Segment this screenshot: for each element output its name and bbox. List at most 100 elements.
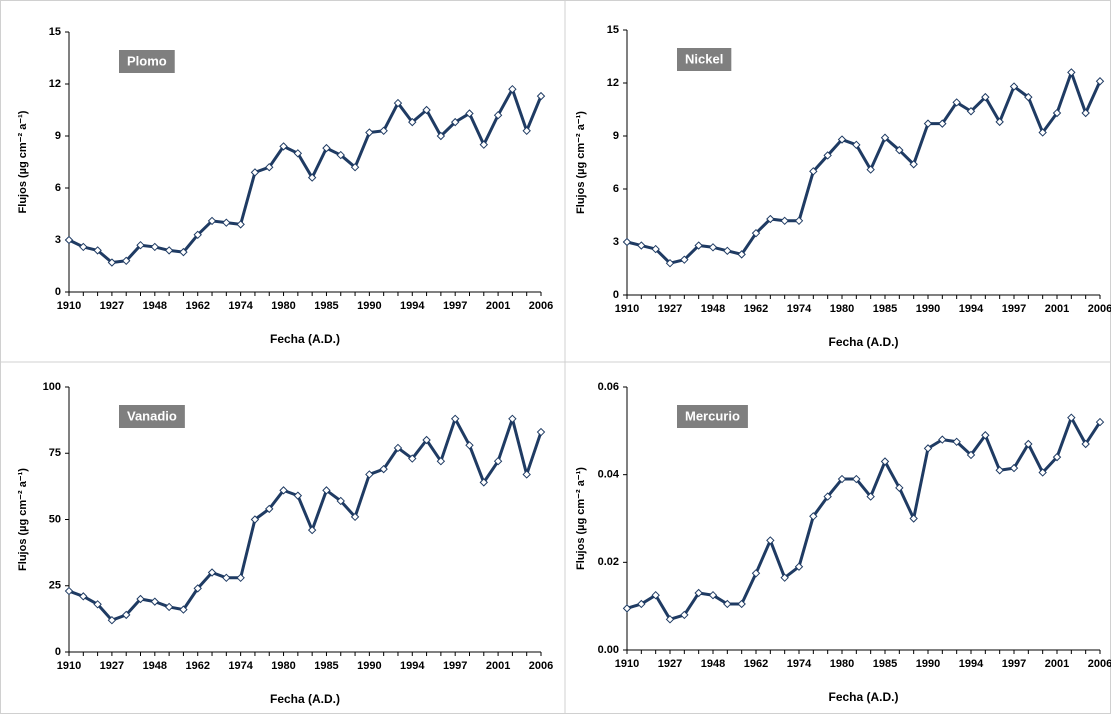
y-tick-label: 6 bbox=[55, 182, 61, 194]
x-tick-label: 1997 bbox=[443, 300, 467, 312]
marker bbox=[150, 597, 160, 606]
x-tick-label: 1962 bbox=[185, 660, 209, 672]
marker bbox=[79, 592, 88, 601]
x-tick-label: 1910 bbox=[615, 658, 639, 670]
marker bbox=[966, 450, 976, 460]
marker bbox=[508, 414, 517, 424]
marker bbox=[279, 486, 288, 495]
marker bbox=[522, 470, 531, 479]
marker bbox=[436, 131, 446, 141]
marker bbox=[995, 117, 1004, 127]
x-tick-label: 1948 bbox=[701, 658, 725, 670]
y-axis-label: Flujos (µg cm⁻² a⁻¹) bbox=[575, 111, 587, 214]
title-box bbox=[677, 405, 748, 428]
y-axis-label: Flujos (µg cm⁻² a⁻¹) bbox=[575, 467, 587, 570]
marker bbox=[837, 474, 847, 484]
x-tick-label: 2006 bbox=[529, 300, 553, 312]
marker bbox=[938, 119, 947, 128]
marker bbox=[651, 591, 660, 600]
marker bbox=[293, 149, 303, 158]
marker bbox=[93, 246, 102, 255]
marker bbox=[322, 143, 331, 153]
x-tick-label: 1990 bbox=[916, 303, 940, 315]
marker bbox=[393, 443, 403, 453]
marker bbox=[79, 242, 88, 252]
marker bbox=[837, 135, 847, 144]
marker bbox=[909, 514, 918, 523]
x-tick-label: 1962 bbox=[185, 300, 209, 312]
marker bbox=[823, 492, 832, 501]
y-tick-label: 15 bbox=[607, 24, 619, 36]
marker bbox=[694, 588, 703, 598]
y-tick-label: 3 bbox=[55, 234, 61, 246]
marker bbox=[64, 586, 74, 596]
marker bbox=[265, 504, 274, 514]
marker bbox=[622, 237, 632, 247]
marker bbox=[1009, 463, 1019, 473]
marker bbox=[450, 117, 460, 127]
x-tick-label: 2001 bbox=[1045, 658, 1069, 670]
marker bbox=[1052, 452, 1062, 462]
marker bbox=[293, 491, 303, 500]
x-tick-label: 1948 bbox=[143, 300, 167, 312]
marker bbox=[250, 168, 260, 177]
y-tick-label: 15 bbox=[49, 26, 61, 38]
marker bbox=[193, 584, 202, 593]
marker bbox=[952, 437, 961, 446]
marker bbox=[751, 569, 761, 578]
marker bbox=[1095, 77, 1105, 86]
marker bbox=[408, 117, 417, 127]
marker bbox=[866, 492, 875, 501]
x-tick-label: 1985 bbox=[314, 660, 338, 672]
marker bbox=[952, 98, 961, 107]
marker bbox=[708, 591, 718, 600]
marker bbox=[751, 228, 761, 238]
marker bbox=[64, 235, 74, 245]
x-tick-label: 1997 bbox=[443, 660, 467, 672]
x-tick-label: 2001 bbox=[486, 660, 510, 672]
x-tick-label: 1980 bbox=[271, 660, 295, 672]
marker bbox=[880, 133, 890, 142]
marker bbox=[122, 610, 131, 620]
chart-title: Mercurio bbox=[685, 408, 740, 423]
x-tick-label: 1997 bbox=[1002, 658, 1026, 670]
marker bbox=[179, 605, 188, 614]
x-tick-label: 1927 bbox=[658, 658, 682, 670]
marker bbox=[393, 98, 403, 108]
marker bbox=[522, 126, 531, 136]
marker bbox=[379, 464, 388, 474]
marker bbox=[680, 255, 689, 264]
y-axis-label: Flujos (µg cm⁻² a⁻¹) bbox=[17, 110, 29, 213]
y-tick-label: 0.04 bbox=[598, 469, 620, 481]
marker bbox=[122, 256, 131, 266]
marker bbox=[895, 483, 904, 493]
marker bbox=[708, 243, 718, 252]
y-tick-label: 12 bbox=[49, 78, 61, 90]
x-tick-label: 2006 bbox=[1088, 303, 1111, 315]
marker bbox=[823, 151, 832, 160]
marker bbox=[107, 258, 117, 267]
marker bbox=[250, 515, 260, 524]
marker bbox=[938, 435, 947, 444]
y-tick-label: 50 bbox=[49, 513, 61, 525]
x-tick-label: 1948 bbox=[143, 660, 167, 672]
x-tick-label: 1910 bbox=[615, 303, 639, 315]
marker bbox=[536, 427, 546, 437]
marker bbox=[852, 140, 861, 150]
x-tick-label: 1990 bbox=[357, 660, 381, 672]
y-tick-label: 0.06 bbox=[598, 381, 619, 393]
x-tick-label: 1980 bbox=[271, 300, 295, 312]
marker bbox=[637, 599, 646, 609]
x-tick-label: 1985 bbox=[314, 300, 338, 312]
x-tick-label: 1990 bbox=[357, 300, 381, 312]
x-tick-label: 1994 bbox=[400, 300, 425, 312]
marker bbox=[408, 454, 417, 463]
marker bbox=[780, 573, 789, 582]
x-tick-label: 1985 bbox=[873, 658, 897, 670]
marker bbox=[336, 150, 345, 160]
marker bbox=[737, 599, 746, 609]
x-tick-label: 1948 bbox=[701, 303, 725, 315]
marker bbox=[622, 604, 632, 613]
marker bbox=[1067, 413, 1076, 422]
